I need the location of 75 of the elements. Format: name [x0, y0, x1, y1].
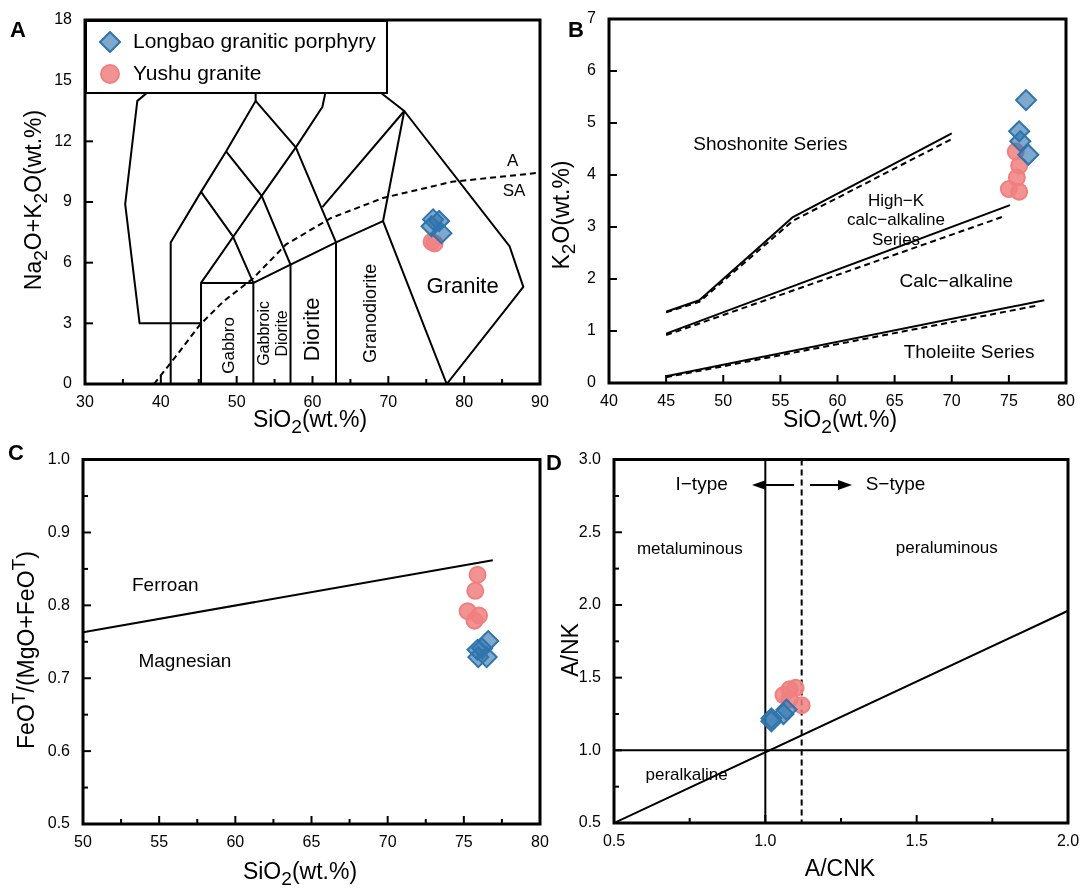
y-tick-label: 0 — [587, 373, 597, 391]
chart-title: C — [8, 440, 24, 466]
x-tick-label: 40 — [151, 393, 170, 411]
x-axis-title: SiO$_{2}$(wt.%) — [252, 406, 368, 438]
x-tick-label: 2.0 — [1056, 832, 1080, 850]
annotation: Tholeiite Series — [903, 341, 1035, 363]
x-tick-label: 55 — [150, 833, 169, 851]
y-tick-label: 0 — [63, 374, 73, 392]
y-tick-label: 0.6 — [47, 741, 71, 759]
y-tick-label: 2.5 — [578, 522, 602, 540]
x-tick-label: 90 — [531, 393, 549, 411]
y-tick-label: 1.0 — [47, 450, 71, 468]
annotation: Diorite — [299, 297, 325, 362]
chart-title: A — [10, 17, 26, 43]
y-tick-label: 3.0 — [578, 450, 602, 468]
annotation: High−K calc−alkaline Series — [847, 190, 945, 249]
annotation: Granodiorite — [359, 263, 380, 363]
y-tick-label: 15 — [54, 71, 73, 89]
x-tick-label: 70 — [378, 833, 397, 851]
y-tick-label: 0.9 — [47, 522, 71, 540]
y-tick-label: 4 — [587, 165, 597, 183]
x-axis-title: A/CNK — [804, 854, 876, 882]
annotation: A — [507, 151, 520, 171]
annotation: Granite — [426, 272, 499, 298]
annotation: peraluminous — [895, 537, 998, 557]
x-tick-label: 80 — [455, 393, 474, 411]
x-tick-label: 1.0 — [754, 832, 777, 850]
y-tick-label: 0.5 — [47, 814, 71, 832]
y-tick-label: 6 — [63, 253, 73, 271]
x-tick-label: 80 — [531, 833, 549, 851]
y-tick-label: 0.8 — [47, 595, 71, 613]
y-tick-label: 2.0 — [578, 595, 602, 613]
y-tick-label: 1 — [587, 321, 597, 339]
x-tick-label: 80 — [1057, 392, 1075, 410]
chart-title: B — [568, 17, 584, 43]
y-tick-label: 18 — [54, 10, 73, 28]
annotation: Gabbro — [218, 317, 238, 374]
x-tick-label: 70 — [379, 393, 398, 411]
annotation: Shoshonite Series — [693, 133, 848, 155]
x-tick-label: 45 — [657, 392, 676, 410]
y-tick-label: 0.7 — [47, 668, 71, 686]
annotation: I−type — [675, 472, 728, 494]
y-tick-label: 2 — [587, 269, 597, 287]
x-tick-label: 1.5 — [905, 832, 928, 850]
legend-label: Longbao granitic porphyry — [133, 29, 376, 52]
x-axis-title: SiO$_{2}$(wt.%) — [242, 858, 358, 890]
y-tick-label: 9 — [63, 192, 73, 210]
x-tick-label: 70 — [942, 392, 961, 410]
x-tick-label: 75 — [454, 833, 473, 851]
x-tick-label: 50 — [227, 393, 246, 411]
annotation: Calc−alkaline — [899, 270, 1014, 292]
y-tick-label: 5 — [587, 113, 597, 131]
x-tick-label: 50 — [74, 833, 92, 851]
x-tick-label: 60 — [226, 833, 245, 851]
x-tick-label: 65 — [302, 833, 321, 851]
y-tick-label: 3 — [587, 217, 597, 235]
annotation: Ferroan — [131, 573, 199, 595]
legend-label: Yushu granite — [133, 61, 262, 84]
y-tick-label: 7 — [587, 9, 597, 27]
annotation: metaluminous — [636, 539, 743, 559]
annotation: Gabbroic Diorite — [255, 300, 291, 366]
y-tick-label: 12 — [54, 131, 73, 149]
annotation: SA — [502, 181, 527, 201]
y-tick-label: 1.0 — [578, 740, 602, 758]
chart-title: D — [546, 450, 562, 476]
annotation: Magnesian — [138, 649, 232, 671]
y-tick-label: 0.5 — [578, 813, 602, 831]
annotation: S−type — [865, 472, 926, 494]
x-tick-label: 50 — [714, 392, 733, 410]
y-tick-label: 6 — [587, 61, 597, 79]
x-tick-label: 40 — [600, 392, 618, 410]
y-tick-label: 3 — [63, 313, 73, 331]
x-tick-label: 0.5 — [602, 832, 626, 850]
x-tick-label: 75 — [999, 392, 1018, 410]
x-tick-label: 30 — [76, 393, 94, 411]
